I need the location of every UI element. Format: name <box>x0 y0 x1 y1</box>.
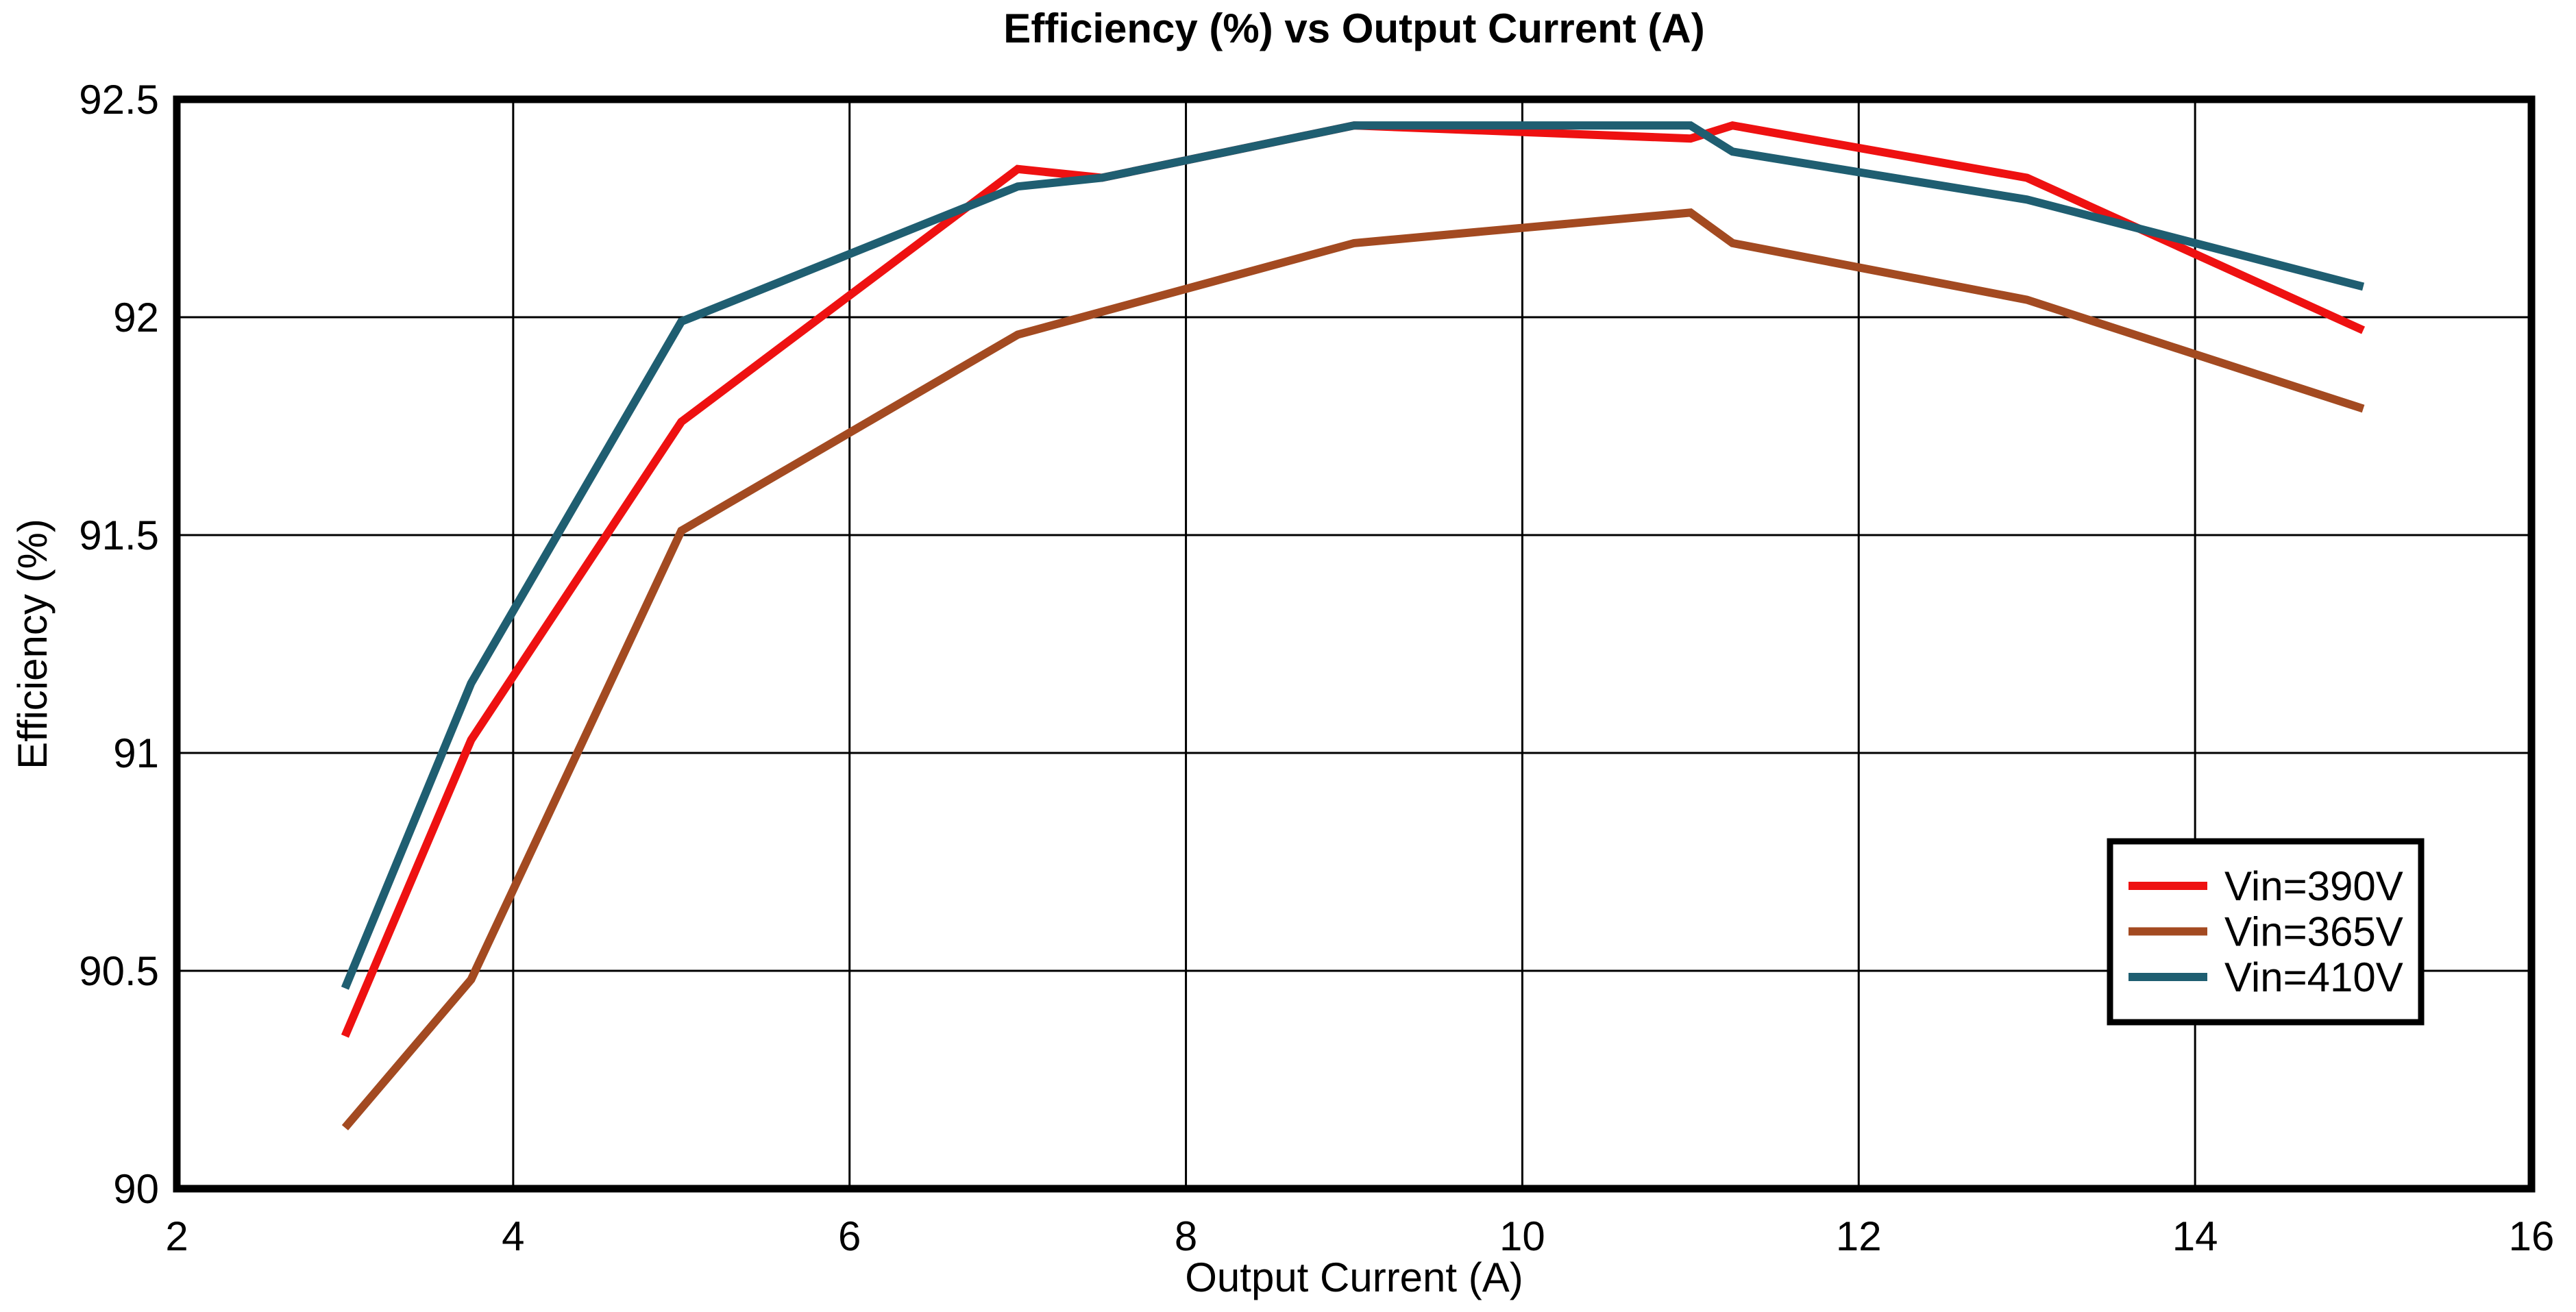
x-tick-labels: 2 4 6 8 10 12 14 16 <box>165 1213 2554 1259</box>
series-lines <box>341 121 2366 1130</box>
y-tick-label: 91.5 <box>79 512 159 558</box>
series-line-vin-410v <box>341 121 2365 990</box>
plot-border <box>173 95 2536 1193</box>
x-tick-label: 2 <box>165 1213 188 1259</box>
x-tick-label: 16 <box>2509 1213 2555 1259</box>
y-tick-label: 90.5 <box>79 948 159 994</box>
x-tick-label: 14 <box>2172 1213 2218 1259</box>
legend-label-1: Vin=365V <box>2224 909 2403 955</box>
y-tick-labels: 90 90.5 91 91.5 92 92.5 <box>79 77 159 1212</box>
gridlines <box>177 99 2531 1189</box>
x-tick-label: 4 <box>502 1213 524 1259</box>
legend-label-2: Vin=410V <box>2224 954 2403 1000</box>
x-tick-label: 12 <box>1836 1213 1882 1259</box>
y-tick-label: 91 <box>113 730 159 776</box>
y-tick-label: 90 <box>113 1166 159 1212</box>
x-tick-label: 10 <box>1499 1213 1545 1259</box>
axes-frame <box>173 95 2536 1193</box>
series-line-vin-390v <box>341 121 2366 1038</box>
y-axis-label: Efficiency (%) <box>10 519 56 769</box>
x-tick-label: 8 <box>1175 1213 1197 1259</box>
x-axis-label: Output Current (A) <box>1185 1254 1523 1300</box>
chart-title: Efficiency (%) vs Output Current (A) <box>1003 5 1704 51</box>
series-line-vin-365v <box>341 208 2365 1130</box>
legend-label-0: Vin=390V <box>2224 863 2403 909</box>
y-tick-label: 92.5 <box>79 77 159 123</box>
y-tick-label: 92 <box>113 295 159 341</box>
x-tick-label: 6 <box>838 1213 861 1259</box>
